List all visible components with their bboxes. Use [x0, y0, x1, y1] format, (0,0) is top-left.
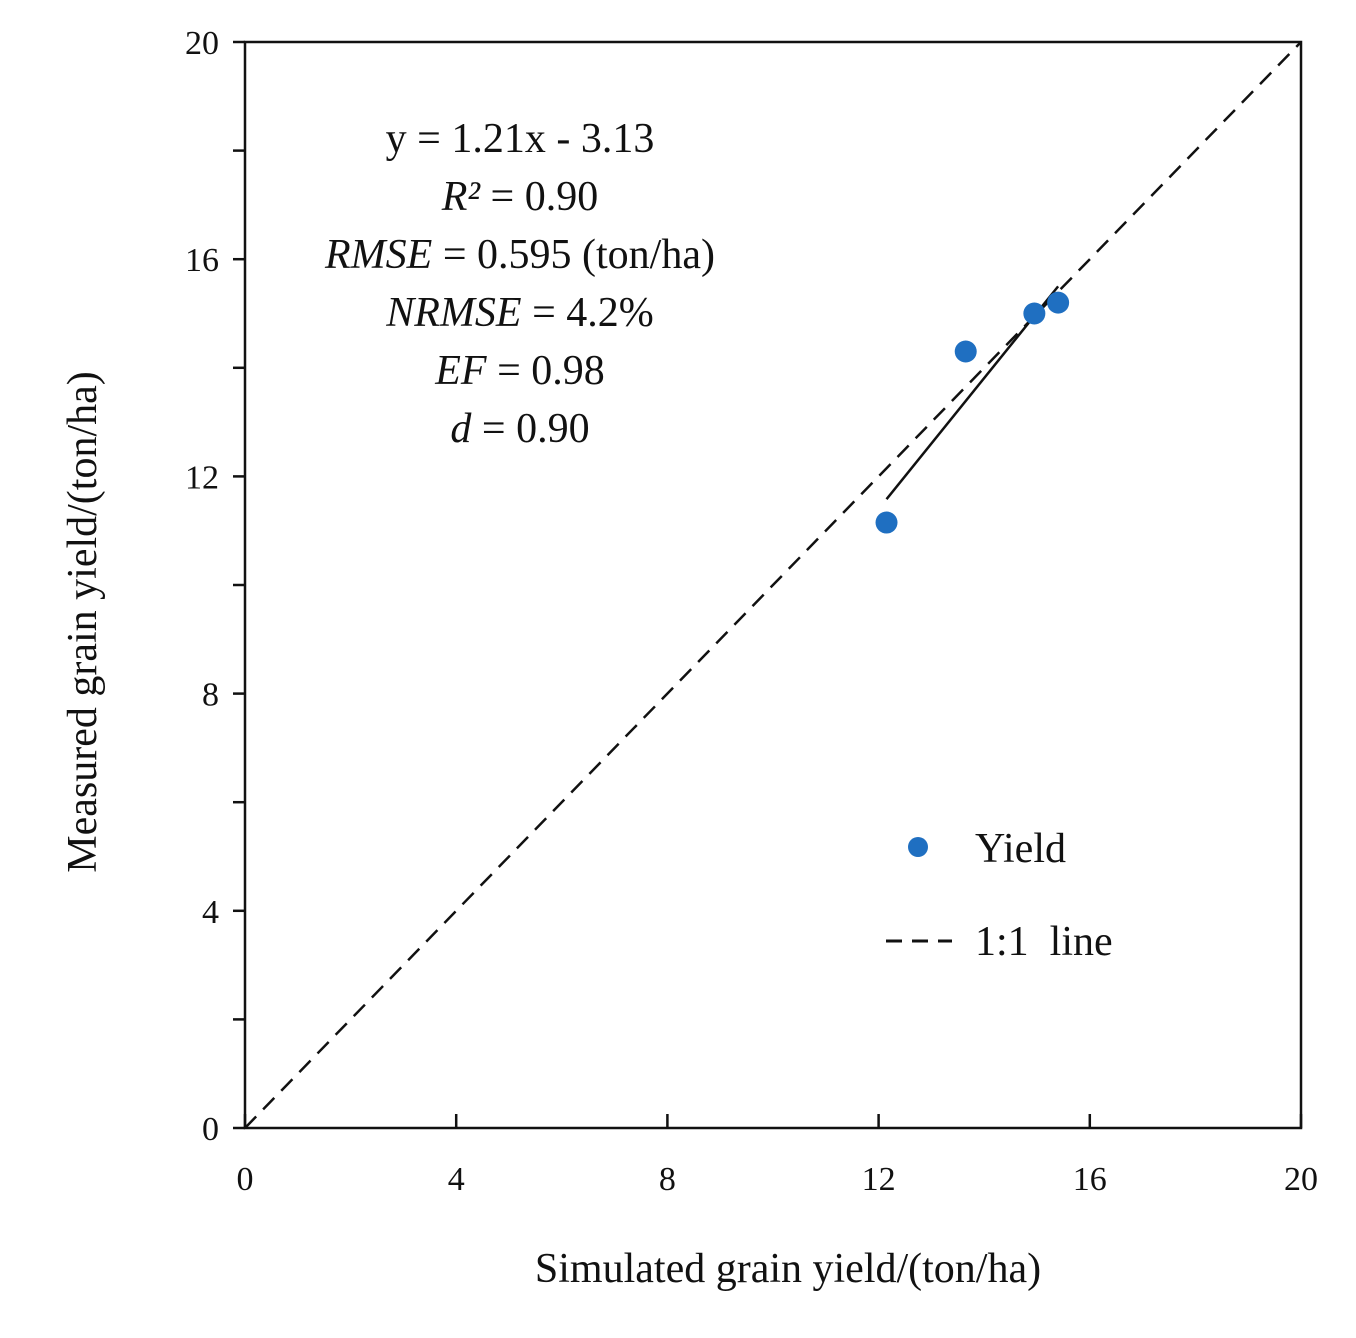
x-tick-label: 20 [1284, 1161, 1318, 1198]
yield-point [1023, 302, 1046, 325]
x-tick-label: 0 [237, 1161, 254, 1198]
nrmse-annotation: NRMSE = 4.2% [385, 290, 654, 336]
legend-yield-label: Yield [975, 826, 1066, 872]
y-tick-label: 12 [185, 459, 219, 496]
yield-point [954, 340, 977, 363]
y-tick-label: 16 [185, 242, 219, 279]
legend-1to1-line-label: 1:1 line [975, 919, 1113, 965]
y-tick-label: 20 [185, 25, 219, 62]
y-tick-label: 8 [202, 677, 219, 714]
yield-point [875, 511, 898, 534]
d-annotation: d = 0.90 [450, 406, 589, 452]
legend-yield-marker [908, 837, 928, 857]
r-squared-annotation: R² = 0.90 [441, 174, 598, 220]
statistics-annotation: y = 1.21x - 3.13 R² = 0.90 RMSE = 0.595 … [324, 116, 715, 452]
y-axis-title: Measured grain yield/(ton/ha) [60, 371, 106, 873]
x-axis-title: Simulated grain yield/(ton/ha) [535, 1246, 1041, 1292]
data-points [875, 291, 1070, 534]
legend: Yield 1:1 line [886, 826, 1113, 965]
x-tick-label: 8 [659, 1161, 676, 1198]
regression-equation: y = 1.21x - 3.13 [386, 116, 655, 162]
rmse-annotation: RMSE = 0.595 (ton/ha) [324, 232, 715, 278]
x-tick-label: 16 [1073, 1161, 1107, 1198]
x-tick-label: 12 [862, 1161, 896, 1198]
ef-annotation: EF = 0.98 [434, 348, 605, 394]
lines [244, 41, 1302, 1129]
axes: 0 4 8 12 16 20 0 4 8 12 16 20 [185, 25, 1318, 1198]
yield-point [1047, 291, 1070, 314]
y-tick-label: 0 [202, 1111, 219, 1148]
x-tick-label: 4 [448, 1161, 465, 1198]
one-to-one-line [244, 41, 1302, 1129]
y-tick-label: 4 [202, 894, 219, 931]
